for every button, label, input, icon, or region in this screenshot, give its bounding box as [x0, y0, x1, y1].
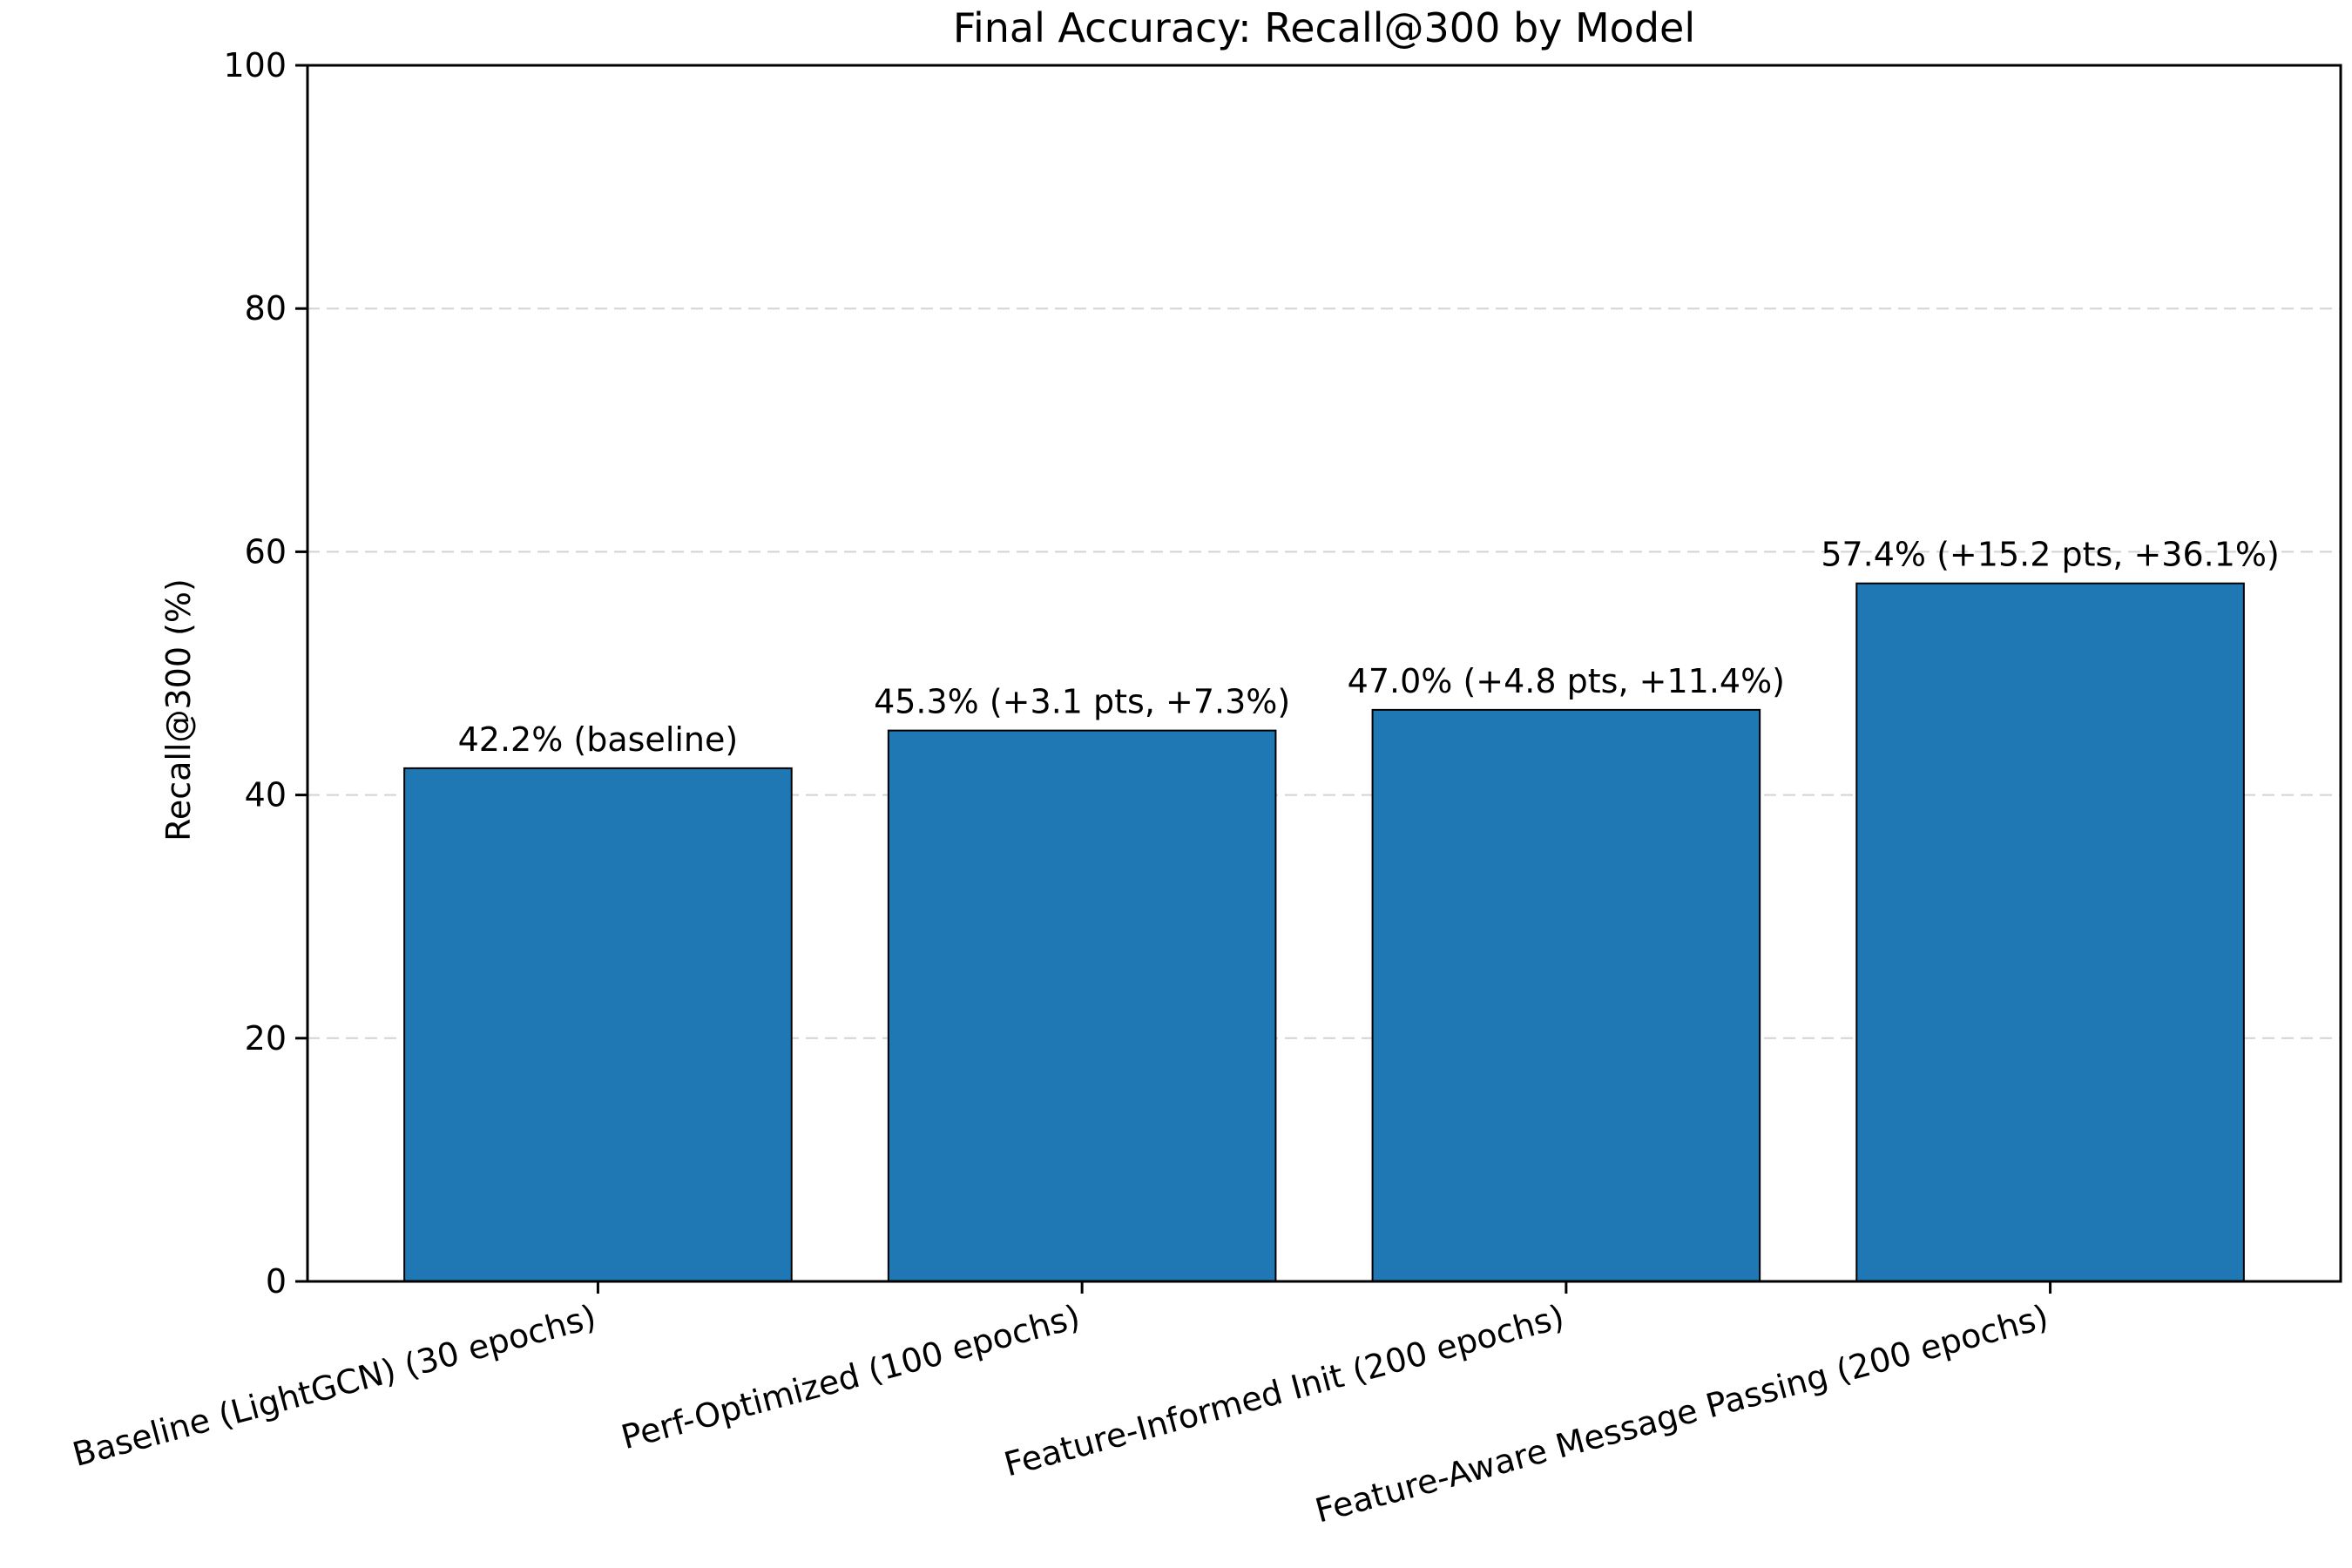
bar-value-label: 45.3% (+3.1 pts, +7.3%) — [874, 683, 1290, 721]
data-labels: 42.2% (baseline) 45.3% (+3.1 pts, +7.3%) 4… — [458, 536, 2280, 759]
bar — [887, 729, 1277, 1282]
y-tick-label: 100 — [223, 46, 287, 84]
bar — [1855, 582, 2245, 1282]
bars — [403, 582, 2245, 1282]
bar — [403, 767, 793, 1282]
x-tick-label: Feature-Aware Message Passing (200 epoch… — [1311, 1297, 2052, 1530]
y-tick-label: 40 — [245, 776, 287, 814]
bar-value-label: 42.2% (baseline) — [458, 720, 739, 759]
y-tick-label: 0 — [266, 1262, 287, 1301]
bar — [1371, 708, 1761, 1282]
bar-value-label: 47.0% (+4.8 pts, +11.4%) — [1348, 662, 1785, 700]
plot-frame — [306, 64, 2342, 1283]
x-tick-label: Baseline (LightGCN) (30 epochs) — [69, 1297, 600, 1474]
chart-title: Final Accuracy: Recall@300 by Model — [953, 4, 1695, 51]
y-tick-label: 80 — [245, 289, 287, 328]
bar-value-label: 57.4% (+15.2 pts, +36.1%) — [1821, 536, 2280, 574]
y-tick-label: 60 — [245, 532, 287, 571]
x-tick-label: Perf-Optimized (100 epochs) — [618, 1297, 1085, 1456]
y-tick-label: 20 — [245, 1019, 287, 1058]
axes — [295, 64, 2342, 1294]
y-axis-label: Recall@300 (%) — [159, 578, 198, 841]
